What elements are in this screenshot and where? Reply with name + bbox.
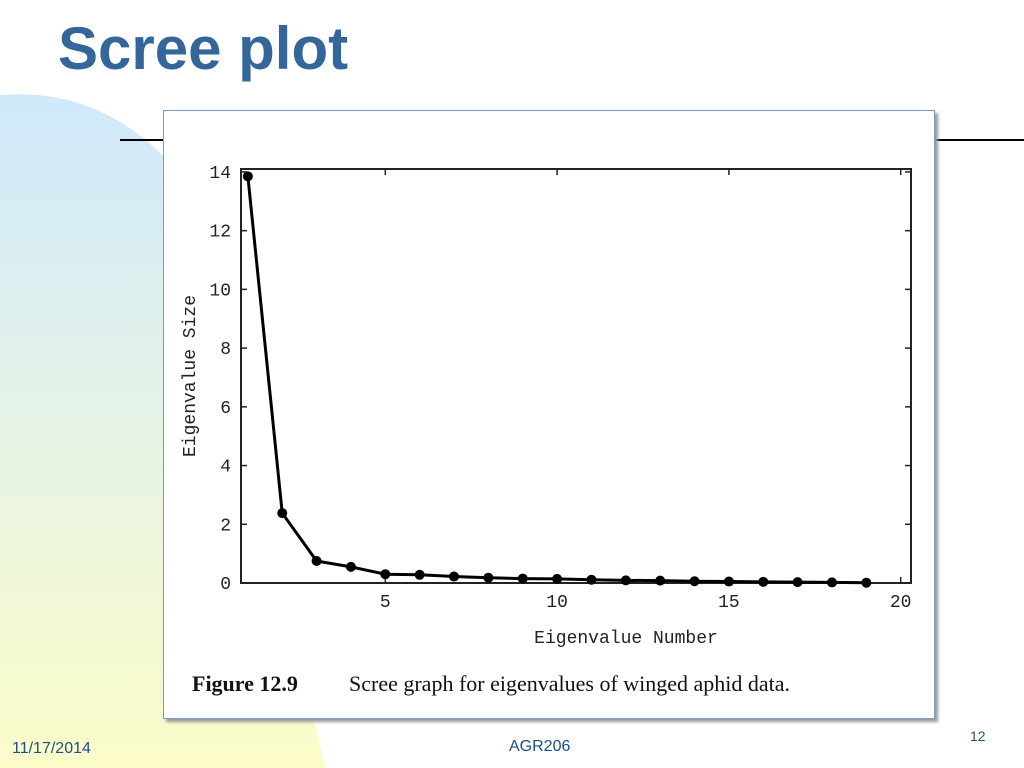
point: [792, 577, 803, 588]
plot-frame: [240, 168, 912, 584]
point: [345, 561, 356, 572]
point: [586, 574, 597, 585]
point: [380, 569, 391, 580]
page-number: 12: [970, 728, 986, 744]
course: AGR206: [509, 738, 571, 755]
point: [826, 577, 837, 588]
chart: 0 2 4 6 8 10 12 14 5 10 15 20 Eigenvalue Number Eigen…: [181, 164, 912, 696]
slide-title: Scree plot: [58, 15, 349, 82]
y-tick-label: 0: [220, 575, 231, 595]
y-tick-label: 6: [220, 399, 231, 419]
y-tick-label: 4: [220, 458, 231, 478]
x-tick-label: 10: [546, 593, 568, 613]
caption: Scree graph for eigenvalues of winged ap…: [349, 671, 790, 696]
x-tick-label: 5: [380, 593, 391, 613]
point: [414, 569, 425, 580]
point: [861, 577, 872, 588]
date: 11/17/2014: [12, 740, 91, 757]
point: [517, 573, 528, 584]
point: [655, 575, 666, 586]
y-tick-label: 10: [209, 281, 231, 301]
y-tick-label: 2: [220, 516, 231, 536]
point: [311, 555, 322, 566]
figure: 0 2 4 6 8 10 12 14 5 10 15 20 Eigenvalue Number Eigen…: [163, 110, 935, 719]
y-tick-label: 12: [209, 223, 231, 243]
caption-label: Figure 12.9: [192, 671, 298, 696]
x-tick-label: 15: [718, 593, 740, 613]
line: [246, 176, 867, 585]
x-tick-label: 20: [890, 593, 912, 613]
point: [552, 573, 563, 584]
point: [758, 576, 769, 587]
point: [620, 575, 631, 586]
y-tick-label: 14: [209, 164, 231, 184]
point: [242, 171, 253, 182]
point: [483, 572, 494, 583]
y-tick-label: 8: [220, 340, 231, 360]
point: [723, 576, 734, 587]
y-axis-label: Eigenvalue Size: [181, 295, 201, 457]
x-axis-label: Eigenvalue Number: [534, 629, 718, 649]
point: [277, 508, 288, 519]
point: [689, 576, 700, 587]
point: [449, 571, 460, 582]
